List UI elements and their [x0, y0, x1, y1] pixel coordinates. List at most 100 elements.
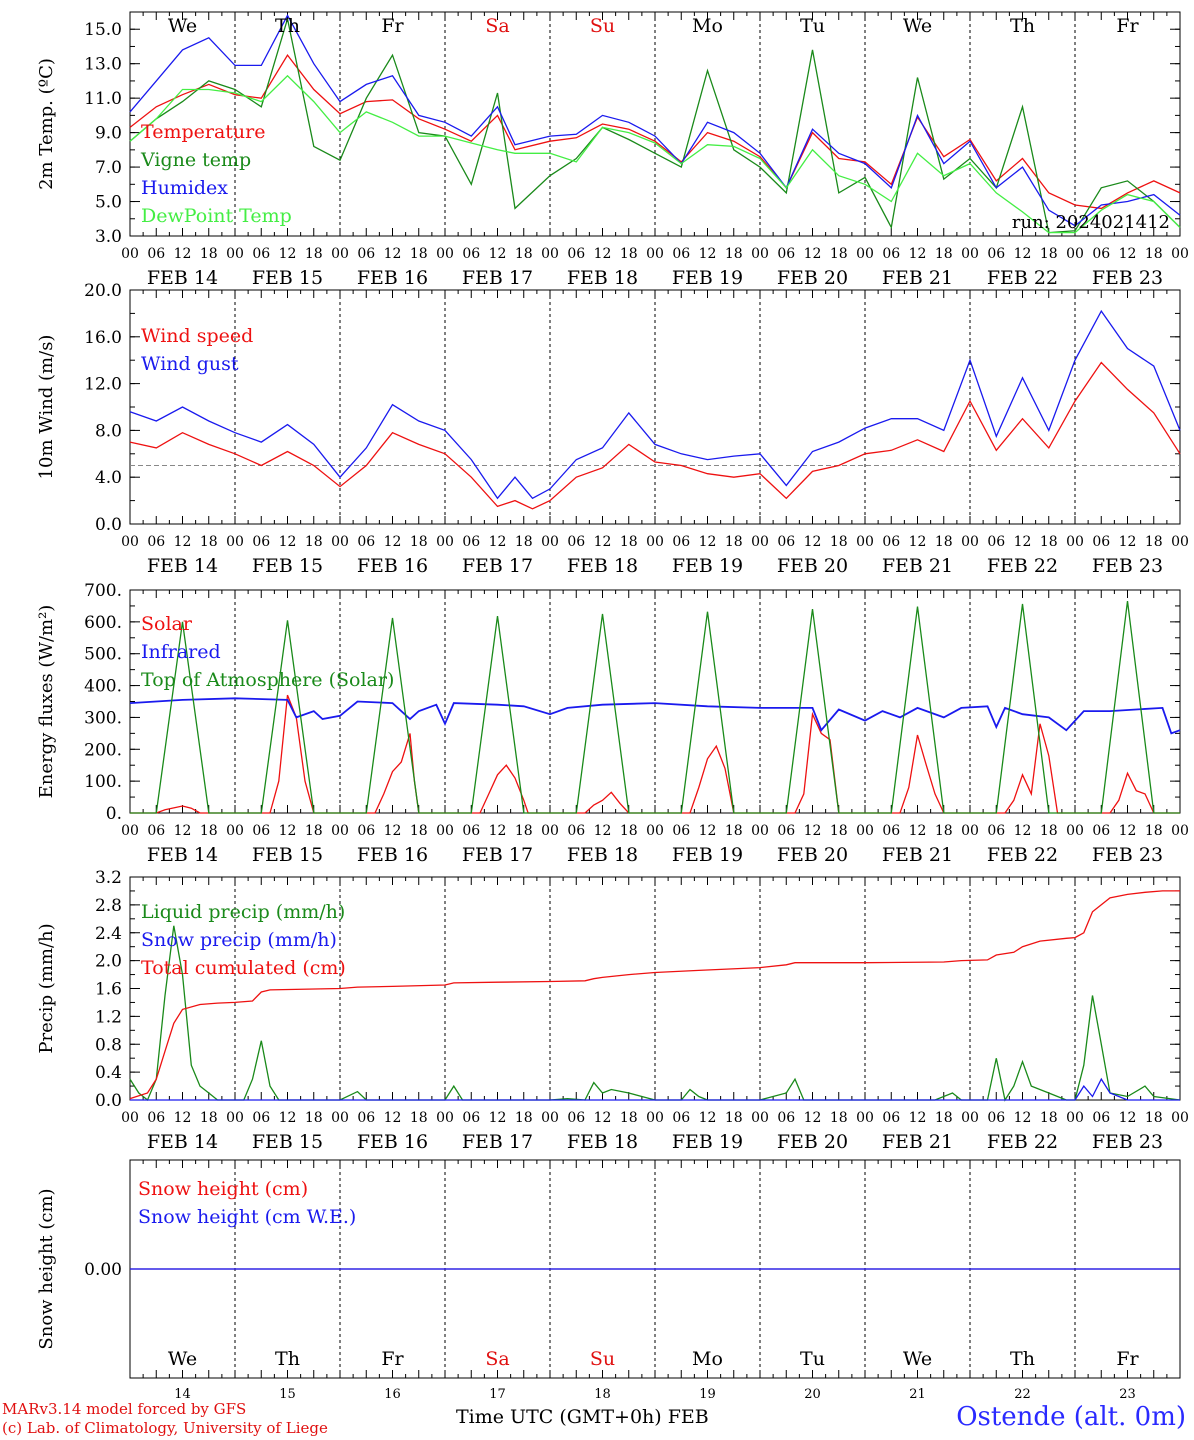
hour-tick-label: 12 — [594, 246, 612, 262]
hour-tick-label: 18 — [410, 1110, 428, 1126]
hour-tick-label: 00 — [541, 246, 559, 262]
legend-infrared: Infrared — [141, 641, 221, 663]
series-line-wind-speed — [129, 361, 1181, 510]
date-label: FEB 18 — [567, 267, 638, 289]
hour-tick-label: 06 — [987, 534, 1005, 550]
legend-vigne-temp: Vigne temp — [140, 149, 251, 171]
hour-tick-label: 18 — [200, 823, 218, 839]
hour-tick-label: 12 — [1119, 1110, 1137, 1126]
hour-tick-label: 06 — [1092, 823, 1110, 839]
hour-tick-label: 06 — [672, 246, 690, 262]
y-tick-label: 11.0 — [84, 89, 122, 109]
hour-tick-label: 06 — [462, 246, 480, 262]
y-tick-label: 13.0 — [84, 55, 122, 75]
day-number: 21 — [909, 1387, 926, 1400]
hour-tick-label: 00 — [646, 1110, 664, 1126]
hour-tick-label: 00 — [856, 1110, 874, 1126]
series-line-vigne-temp — [129, 18, 1181, 234]
hour-tick-label: 12 — [384, 246, 402, 262]
model-info: MARv3.14 model forced by GFS — [2, 1400, 247, 1418]
day-name-top: Th — [1010, 15, 1035, 37]
date-label: FEB 20 — [777, 267, 848, 289]
legend-snow-height-cm-: Snow height (cm) — [138, 1178, 308, 1200]
hour-tick-label: 00 — [436, 823, 454, 839]
hour-tick-label: 12 — [489, 534, 507, 550]
hour-tick-label: 12 — [279, 534, 297, 550]
hour-tick-label: 18 — [1040, 1110, 1058, 1126]
hour-tick-label: 06 — [777, 823, 795, 839]
run-annotation: run: 2024021412 — [1012, 212, 1170, 233]
hour-tick-label: 12 — [699, 246, 717, 262]
hour-tick-label: 06 — [357, 534, 375, 550]
hour-tick-label: 00 — [541, 823, 559, 839]
date-label: FEB 16 — [357, 1131, 428, 1153]
hour-tick-label: 18 — [725, 246, 743, 262]
date-label: FEB 23 — [1092, 555, 1163, 577]
hour-tick-label: 00 — [226, 534, 244, 550]
hour-tick-label: 06 — [252, 246, 270, 262]
hour-tick-label: 00 — [436, 1110, 454, 1126]
hour-tick-label: 12 — [804, 246, 822, 262]
day-name-top: Fr — [1116, 15, 1139, 37]
hour-tick-label: 00 — [436, 246, 454, 262]
hour-tick-label: 18 — [620, 823, 638, 839]
hour-tick-label: 06 — [987, 823, 1005, 839]
hour-tick-label: 18 — [830, 823, 848, 839]
hour-tick-label: 06 — [672, 1110, 690, 1126]
hour-tick-label: 18 — [410, 246, 428, 262]
hour-tick-label: 12 — [699, 534, 717, 550]
hour-tick-label: 18 — [515, 246, 533, 262]
hour-tick-label: 06 — [252, 1110, 270, 1126]
legend-solar: Solar — [141, 613, 193, 635]
hour-tick-label: 06 — [777, 246, 795, 262]
hour-tick-label: 18 — [830, 534, 848, 550]
hour-tick-label: 12 — [489, 823, 507, 839]
hour-tick-label: 06 — [882, 823, 900, 839]
series-line-snow-precip-mm-h- — [130, 1077, 1180, 1101]
y-tick-label: 5.0 — [95, 193, 122, 213]
hour-tick-label: 18 — [305, 1110, 323, 1126]
hour-tick-label: 18 — [305, 534, 323, 550]
hour-tick-label: 06 — [147, 246, 165, 262]
y-tick-label: 0.0 — [95, 1091, 122, 1111]
day-name-top: We — [168, 15, 197, 37]
y-axis-label: 2m Temp. (ºC) — [36, 58, 57, 190]
hour-tick-label: 12 — [909, 246, 927, 262]
hour-tick-label: 00 — [1066, 823, 1084, 839]
hour-tick-label: 06 — [987, 1110, 1005, 1126]
date-label: FEB 23 — [1092, 267, 1163, 289]
hour-tick-label: 06 — [462, 1110, 480, 1126]
legend-snow-height-cm-w-e-: Snow height (cm W.E.) — [138, 1206, 356, 1228]
legend-top-of-atmosphere-solar-: Top of Atmosphere (Solar) — [141, 669, 394, 691]
hour-tick-label: 18 — [515, 534, 533, 550]
y-tick-label: 600. — [84, 613, 122, 633]
date-label: FEB 17 — [462, 1131, 533, 1153]
hour-tick-label: 12 — [279, 1110, 297, 1126]
y-tick-label: 300. — [84, 708, 122, 728]
hour-tick-label: 18 — [935, 823, 953, 839]
hour-tick-label: 18 — [305, 246, 323, 262]
hour-tick-label: 00 — [331, 246, 349, 262]
hour-tick-label: 18 — [1040, 246, 1058, 262]
date-label: FEB 17 — [462, 844, 533, 866]
hour-tick-label: 06 — [882, 534, 900, 550]
hour-tick-label: 00 — [961, 534, 979, 550]
day-name-top: Su — [590, 15, 615, 37]
date-label: FEB 21 — [882, 844, 953, 866]
hour-tick-label: 06 — [462, 823, 480, 839]
y-tick-label: 3.0 — [95, 227, 122, 247]
hour-tick-label: 06 — [567, 823, 585, 839]
day-name-bottom: Fr — [381, 1348, 404, 1370]
hour-tick-label: 00 — [646, 534, 664, 550]
hour-tick-label: 00 — [646, 823, 664, 839]
hour-tick-label: 12 — [1119, 534, 1137, 550]
day-name-bottom: Th — [275, 1348, 300, 1370]
hour-tick-label: 18 — [1145, 823, 1163, 839]
date-label: FEB 14 — [147, 267, 218, 289]
y-tick-label: 0.4 — [95, 1063, 122, 1083]
day-name-top: Sa — [485, 15, 509, 37]
hour-tick-label: 12 — [804, 534, 822, 550]
date-label: FEB 22 — [987, 267, 1058, 289]
hour-tick-label: 00 — [226, 823, 244, 839]
date-label: FEB 18 — [567, 1131, 638, 1153]
